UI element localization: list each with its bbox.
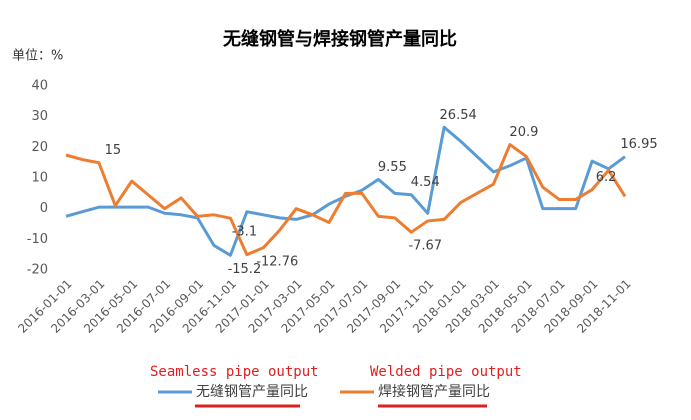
- data-label: 9.55: [378, 160, 407, 175]
- y-tick-label: 0: [40, 201, 48, 216]
- chart-title: 无缝钢管与焊接钢管产量同比: [223, 28, 457, 50]
- data-label: 6.2: [596, 170, 617, 185]
- data-label: -12.76: [256, 254, 298, 269]
- y-tick-label: -10: [27, 232, 48, 247]
- y-axis-label: 单位：%: [12, 49, 63, 64]
- series-line: [65, 143, 627, 257]
- data-label: 4.54: [411, 175, 440, 190]
- legend-label: 无缝钢管产量同比: [196, 384, 308, 400]
- data-label: -7.67: [408, 239, 442, 254]
- y-tick-label: 30: [31, 109, 48, 124]
- data-label: -3.1: [232, 225, 257, 240]
- y-tick-label: 10: [31, 171, 48, 186]
- y-tick-label: 20: [31, 140, 48, 155]
- y-tick-label: 40: [31, 79, 48, 94]
- data-label: -15.2: [228, 262, 262, 277]
- data-label: 16.95: [620, 137, 657, 152]
- y-tick-label: -20: [27, 263, 48, 278]
- data-label: 15: [105, 143, 122, 158]
- data-label: 26.54: [440, 108, 477, 123]
- annotation: Seamless pipe output: [150, 364, 319, 380]
- data-label: 20.9: [509, 125, 538, 140]
- series-line: [65, 125, 626, 257]
- legend-label: 焊接钢管产量同比: [378, 383, 490, 400]
- annotation: Welded pipe output: [370, 364, 522, 380]
